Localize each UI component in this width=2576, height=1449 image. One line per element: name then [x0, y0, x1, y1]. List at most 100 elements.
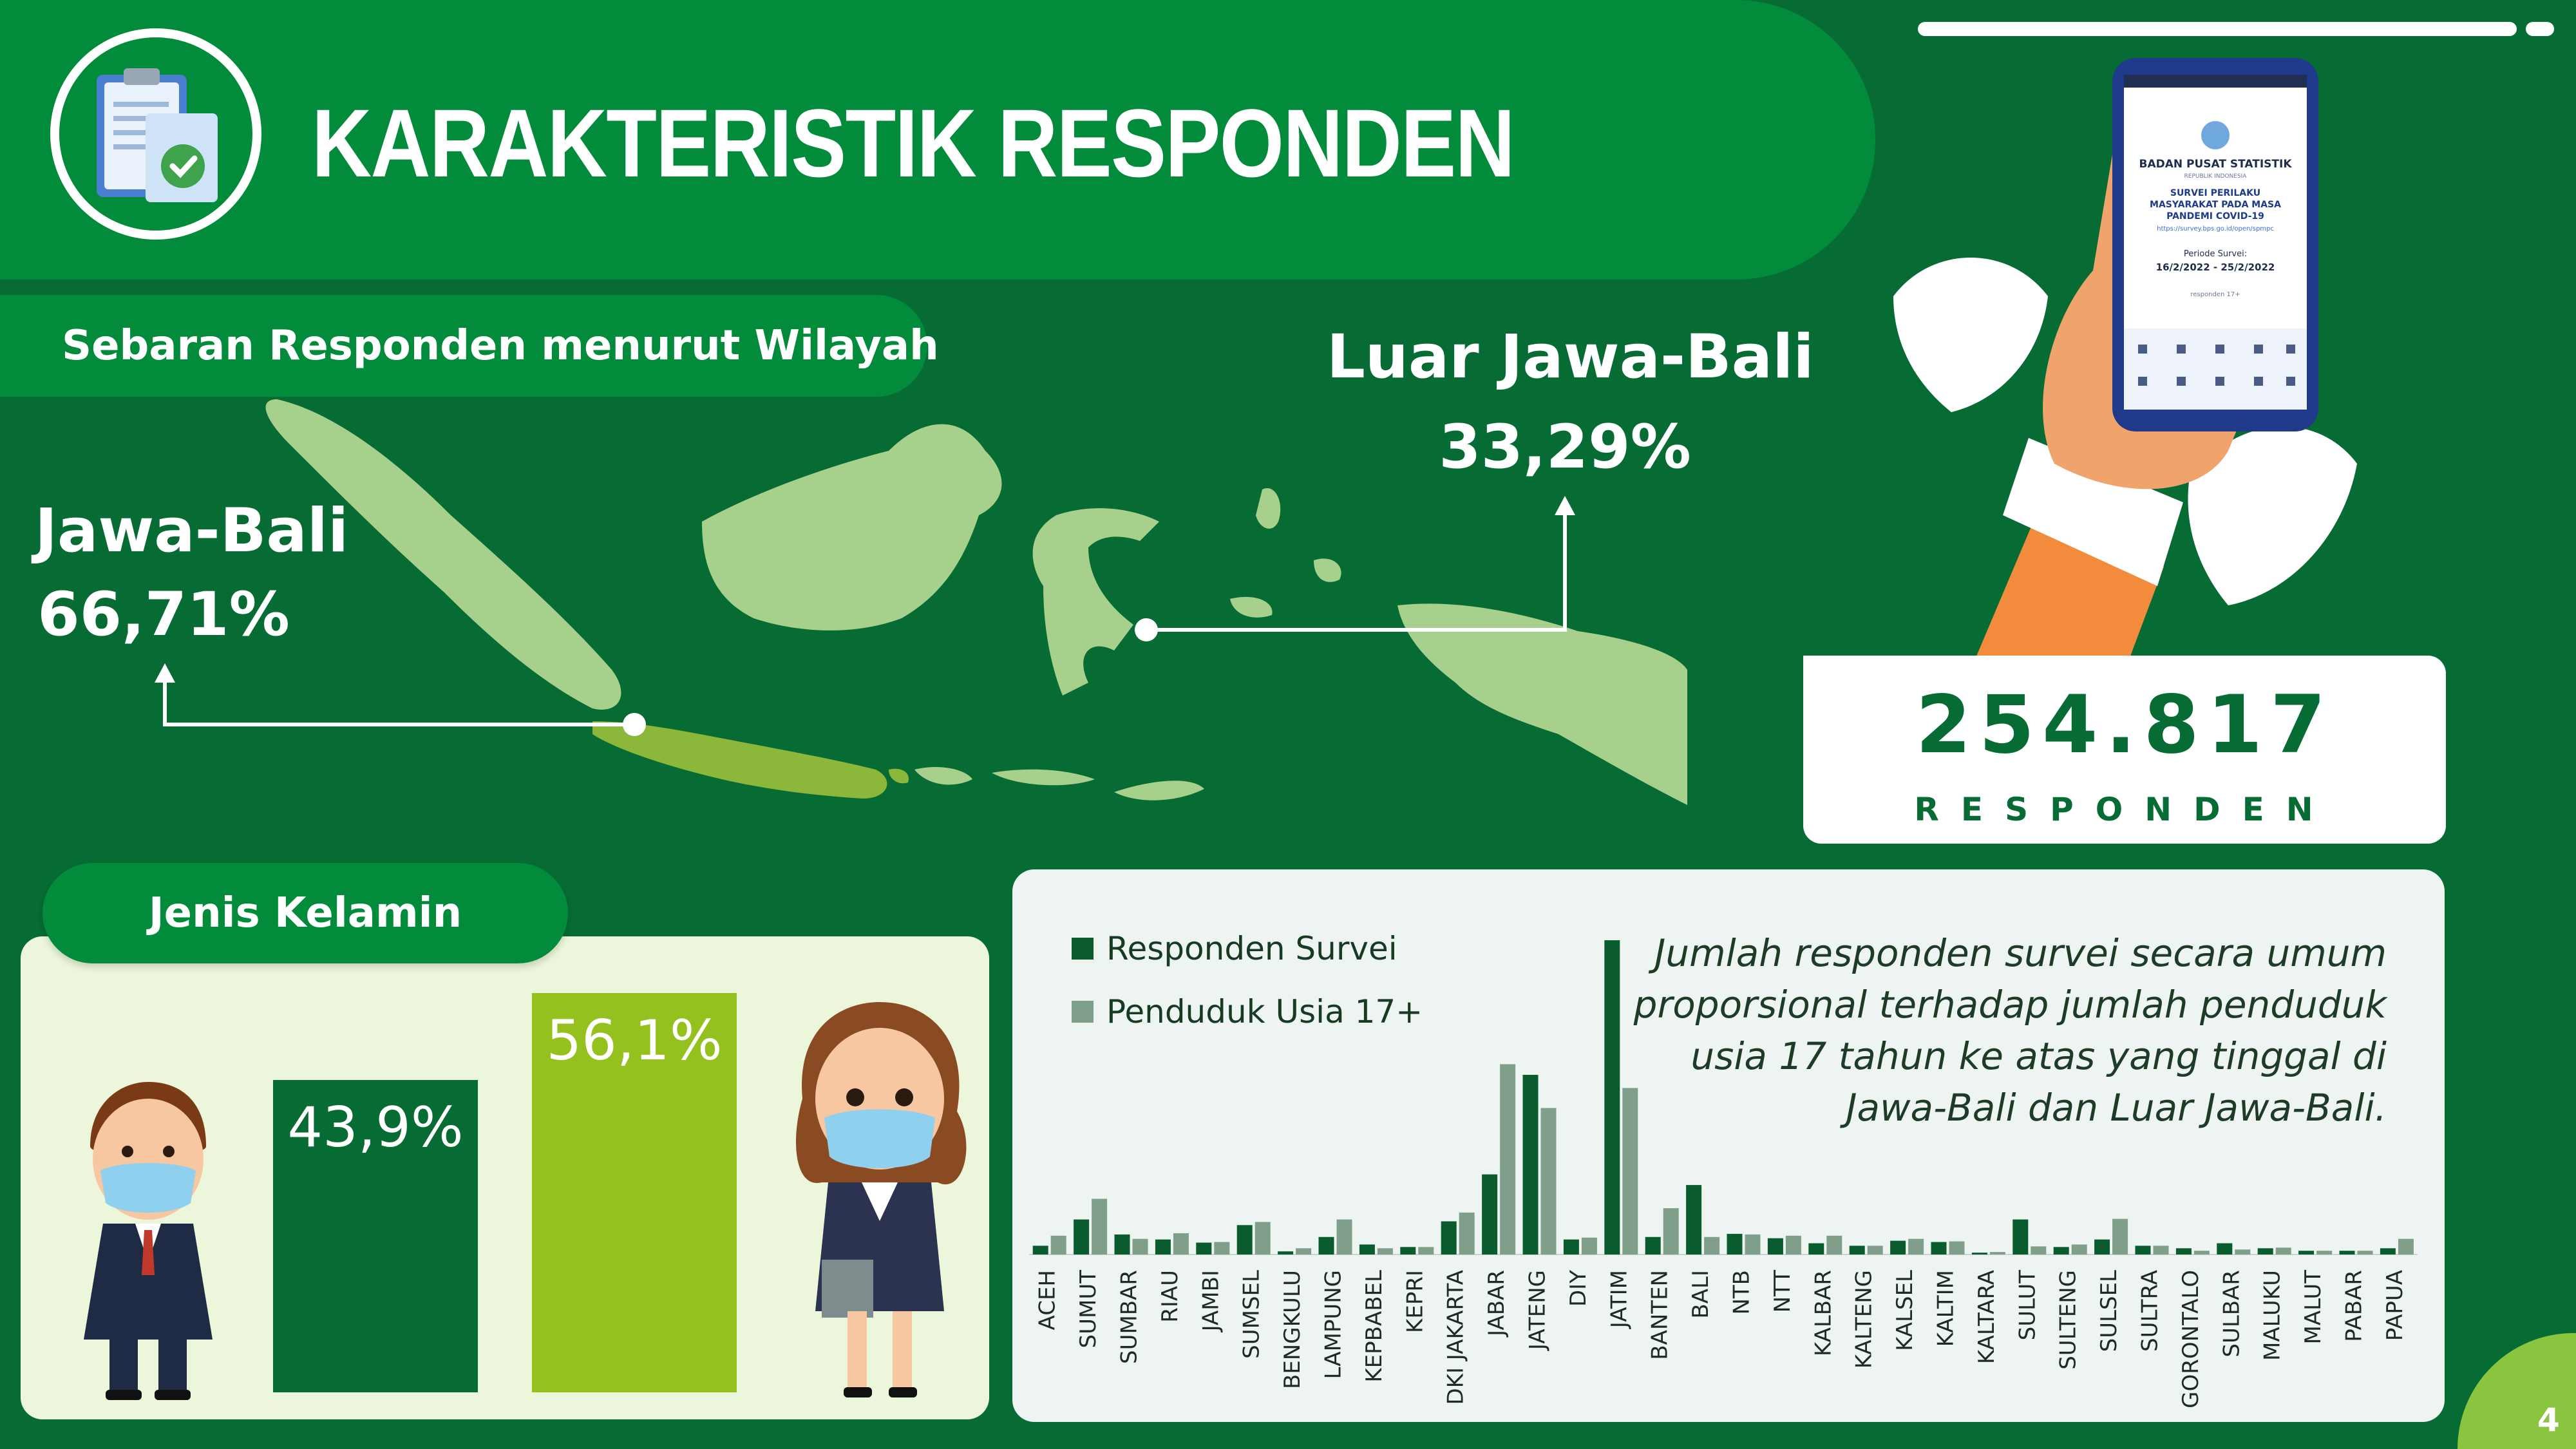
bar-responden-kalbar — [1808, 1243, 1824, 1255]
respondent-label: RESPONDEN — [1914, 791, 2335, 828]
bar-responden-sulut — [2012, 1219, 2029, 1255]
bar-responden-kalsel — [1890, 1240, 1906, 1255]
bar-penduduk-sulsel — [2112, 1218, 2128, 1255]
bar-penduduk-kalteng — [1867, 1245, 1883, 1255]
header-band — [0, 0, 1875, 279]
jawa-bali-label: Jawa-Bali — [35, 496, 349, 566]
x-tick-label: KALTARA — [1974, 1270, 2000, 1364]
x-tick-label: JAMBI — [1198, 1270, 1224, 1332]
bar-responden-aceh — [1032, 1245, 1048, 1255]
phone-survey-title-2: MASYARAKAT PADA MASA — [2150, 200, 2281, 210]
bar-penduduk-dki-jakarta — [1459, 1212, 1475, 1255]
x-tick-label: KALTENG — [1852, 1270, 1877, 1368]
x-tick-label: DKI JAKARTA — [1443, 1270, 1469, 1405]
phone-survey-title-3: PANDEMI COVID-19 — [2166, 211, 2264, 222]
bar-responden-banten — [1645, 1236, 1661, 1255]
bar-responden-papua — [2380, 1248, 2396, 1255]
bar-penduduk-bali — [1704, 1236, 1720, 1255]
x-tick-label: MALUKU — [2260, 1270, 2286, 1361]
x-tick-label: BENGKULU — [1280, 1270, 1305, 1389]
bar-penduduk-papua — [2398, 1238, 2414, 1255]
bar-penduduk-sulteng — [2071, 1244, 2087, 1255]
phone-org-sub: REPUBLIK INDONESIA — [2184, 173, 2248, 180]
x-tick-label: SUMSEL — [1239, 1270, 1265, 1359]
gender-section-pill: Jenis Kelamin — [43, 863, 568, 963]
bar-penduduk-bengkulu — [1296, 1248, 1312, 1255]
x-tick-label: RIAU — [1157, 1270, 1183, 1323]
bar-responden-ntb — [1727, 1233, 1743, 1255]
x-tick-label: SULBAR — [2219, 1270, 2244, 1358]
bar-responden-bali — [1686, 1185, 1702, 1255]
page-number: 4 — [2537, 1401, 2560, 1439]
luar-jawa-bali-label: Luar Jawa-Bali — [1327, 322, 1814, 392]
x-tick-label: JABAR — [1484, 1270, 1510, 1338]
bar-responden-riau — [1155, 1239, 1171, 1255]
x-tick-label: SULSEL — [2096, 1270, 2122, 1352]
bar-penduduk-kepri — [1418, 1247, 1434, 1255]
bar-penduduk-kalbar — [1826, 1235, 1842, 1255]
bar-penduduk-maluku — [2275, 1247, 2291, 1255]
phone-period: 16/2/2022 - 25/2/2022 — [2156, 261, 2275, 273]
bar-penduduk-lampung — [1336, 1219, 1352, 1255]
bar-penduduk-aceh — [1050, 1235, 1066, 1255]
bar-penduduk-kaltim — [1949, 1241, 1965, 1255]
x-tick-label: GORONTALO — [2178, 1270, 2204, 1408]
respondent-count: 254.817 — [1915, 679, 2334, 772]
bar-responden-sulbar — [2217, 1243, 2233, 1255]
bar-responden-maluku — [2257, 1248, 2273, 1255]
bar-responden-kepbabel — [1359, 1244, 1375, 1255]
bar-responden-sumut — [1074, 1219, 1090, 1255]
x-tick-label: SULTENG — [2056, 1270, 2081, 1370]
bar-penduduk-jabar — [1500, 1064, 1516, 1255]
bar-penduduk-ntb — [1745, 1234, 1761, 1255]
female-bar — [532, 993, 737, 1392]
bar-responden-diy — [1563, 1239, 1579, 1255]
bar-responden-gorontalo — [2175, 1248, 2192, 1255]
bar-responden-sultra — [2135, 1245, 2151, 1255]
bar-penduduk-sumsel — [1255, 1222, 1271, 1255]
bar-responden-dki-jakarta — [1441, 1221, 1457, 1255]
x-tick-label: SUMBAR — [1117, 1270, 1142, 1364]
phone-period-label: Periode Survei: — [2184, 249, 2247, 259]
x-tick-label: PABAR — [2342, 1270, 2367, 1342]
male-figure-icon — [84, 1082, 213, 1400]
x-tick-label: KALSEL — [1892, 1270, 1918, 1351]
bar-responden-jambi — [1196, 1242, 1212, 1255]
bar-penduduk-jatim — [1622, 1088, 1638, 1255]
bar-penduduk-jateng — [1540, 1108, 1557, 1255]
x-tick-label: KALTIM — [1933, 1270, 1959, 1347]
bar-penduduk-kaltara — [1989, 1252, 2005, 1255]
province-bar-chart: ACEH SUMUT SUMBAR RIAU JAMBI SUMSEL BENGKULU LA… — [1029, 940, 2418, 1408]
bar-responden-malut — [2298, 1251, 2315, 1255]
x-tick-label: ACEH — [1035, 1270, 1061, 1330]
x-tick-label: NTT — [1770, 1270, 1795, 1313]
legend-label: Penduduk Usia 17+ — [1106, 993, 1423, 1030]
x-tick-label: KEPRI — [1402, 1270, 1428, 1333]
x-tick-label: KEPBABEL — [1361, 1270, 1387, 1383]
bar-penduduk-sumbar — [1132, 1238, 1148, 1255]
luar-jawa-bali-value: 33,29% — [1439, 412, 1691, 482]
bar-penduduk-banten — [1663, 1208, 1679, 1255]
bar-responden-kepri — [1400, 1247, 1416, 1255]
bar-penduduk-sulut — [2031, 1246, 2047, 1255]
bar-penduduk-kepbabel — [1377, 1248, 1393, 1255]
bar-responden-jabar — [1482, 1174, 1498, 1255]
decorative-bar — [1918, 22, 2517, 36]
bar-penduduk-malut — [2316, 1251, 2333, 1255]
x-tick-label: JATIM — [1606, 1270, 1632, 1329]
x-tick-label: SULTRA — [2137, 1270, 2163, 1352]
x-tick-label: PAPUA — [2382, 1270, 2408, 1341]
x-tick-label: SULUT — [2014, 1270, 2040, 1341]
bar-responden-ntt — [1767, 1238, 1783, 1255]
jawa-bali-value: 66,71% — [37, 580, 290, 650]
bar-penduduk-jambi — [1214, 1242, 1230, 1255]
hand-phone-illustration: BADAN PUSAT STATISTIK REPUBLIK INDONESIA… — [1893, 58, 2357, 670]
x-tick-label: NTB — [1729, 1270, 1755, 1315]
bar-responden-sumbar — [1114, 1234, 1130, 1255]
phone-survey-title-1: SURVEI PERILAKU — [2170, 188, 2260, 198]
bar-responden-lampung — [1318, 1236, 1334, 1255]
bar-penduduk-ntt — [1785, 1235, 1801, 1255]
indonesia-map — [155, 399, 1687, 805]
female-figure-icon — [796, 1002, 967, 1397]
bar-penduduk-riau — [1173, 1233, 1189, 1255]
